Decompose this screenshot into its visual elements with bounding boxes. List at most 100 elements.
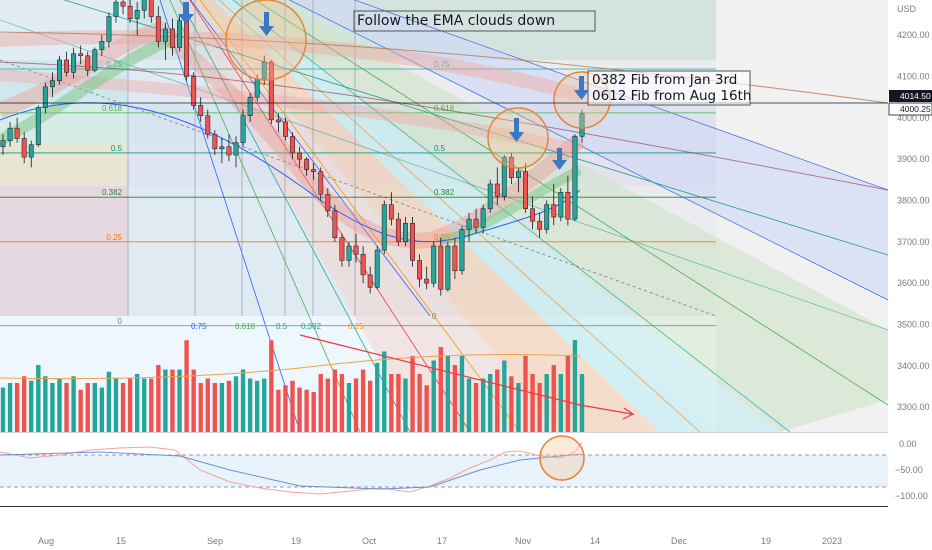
candle-body[interactable] (544, 204, 550, 230)
candle-body[interactable] (346, 245, 352, 261)
candle-body[interactable] (85, 55, 91, 71)
candle-body[interactable] (198, 105, 204, 117)
candle-body[interactable] (219, 146, 225, 150)
candle-body[interactable] (353, 245, 359, 255)
time-axis[interactable]: Aug 15 Sep 19 Oct 17 Nov 14 Dec 19 2023 (38, 536, 842, 546)
candle-body[interactable] (92, 49, 98, 71)
annotation-box-title[interactable] (353, 10, 596, 32)
svg-text:0.00: 0.00 (899, 439, 917, 449)
candle-body[interactable] (283, 121, 288, 137)
candle-body[interactable] (332, 210, 338, 238)
candle-body[interactable] (466, 218, 472, 230)
candlesticks[interactable] (0, 0, 585, 296)
candle-body[interactable] (381, 204, 387, 251)
candle-body[interactable] (530, 208, 536, 222)
candle-body[interactable] (318, 171, 324, 195)
candle-body[interactable] (106, 16, 112, 42)
candle-body[interactable] (226, 146, 232, 156)
candle-body[interactable] (162, 28, 168, 42)
volume-bar (544, 374, 549, 432)
annotation-box-fib[interactable] (587, 70, 751, 106)
candle-body[interactable] (459, 229, 465, 272)
candle-body[interactable] (275, 119, 281, 123)
candle-body[interactable] (367, 274, 373, 288)
candle-body[interactable] (261, 61, 267, 79)
candle-body[interactable] (120, 1, 126, 7)
candle-body[interactable] (7, 127, 13, 141)
candle-body[interactable] (170, 28, 175, 48)
candle-body[interactable] (35, 107, 41, 145)
candle-body[interactable] (177, 20, 182, 48)
candle-body[interactable] (311, 169, 317, 172)
candle-body[interactable] (71, 53, 77, 73)
fib-level-label: 0 (118, 317, 123, 326)
candle-body[interactable] (99, 41, 105, 50)
volume-bar (262, 378, 267, 432)
candle-body[interactable] (537, 220, 543, 230)
candle-body[interactable] (134, 10, 140, 19)
candle-body[interactable] (523, 171, 528, 210)
price-tick: 3500.00 (897, 320, 930, 330)
rsi-pane[interactable] (0, 435, 888, 495)
candle-body[interactable] (212, 134, 218, 150)
candle-body[interactable] (28, 144, 34, 158)
candle-body[interactable] (14, 127, 20, 139)
candle-body[interactable] (268, 61, 274, 121)
candle-body[interactable] (565, 191, 571, 220)
candle-body[interactable] (205, 115, 211, 135)
candle-body[interactable] (480, 208, 486, 228)
candle-body[interactable] (247, 96, 253, 117)
candle-body[interactable] (141, 0, 147, 11)
candle-body[interactable] (579, 113, 585, 137)
candle-body[interactable] (551, 204, 557, 218)
candle-body[interactable] (64, 59, 69, 73)
price-tick: 4200.00 (897, 30, 930, 40)
candle-body[interactable] (155, 16, 161, 42)
candle-body[interactable] (42, 86, 48, 108)
candle-body[interactable] (360, 253, 366, 276)
candle-body[interactable] (452, 245, 458, 272)
candle-body[interactable] (21, 138, 27, 158)
candle-body[interactable] (184, 20, 190, 77)
volume-ma-line (0, 354, 581, 380)
volume-bar (149, 378, 154, 432)
candle-body[interactable] (403, 222, 408, 243)
candle-body[interactable] (240, 115, 246, 143)
candle-body[interactable] (572, 136, 578, 220)
price-axis[interactable]: 4200.00 4100.00 4000.00 3900.00 3800.00 3700.… (897, 30, 930, 412)
candle-body[interactable] (410, 222, 415, 261)
fan-labels: 0.75 0.618 0.5 0.382 0.25 0 (191, 312, 437, 331)
candle-body[interactable] (49, 80, 55, 88)
candle-body[interactable] (431, 245, 437, 284)
candle-body[interactable] (0, 140, 6, 148)
candle-body[interactable] (290, 136, 295, 154)
candle-body[interactable] (233, 142, 239, 156)
candle-body[interactable] (113, 1, 119, 17)
candle-body[interactable] (191, 76, 197, 106)
candle-body[interactable] (339, 237, 345, 261)
candle-body[interactable] (445, 245, 451, 290)
candle-body[interactable] (516, 171, 521, 179)
candle-body[interactable] (388, 204, 394, 220)
candle-body[interactable] (438, 245, 444, 290)
candle-body[interactable] (325, 194, 331, 212)
candle-body[interactable] (148, 0, 154, 17)
candle-body[interactable] (254, 78, 260, 98)
volume-bar (198, 383, 203, 432)
candle-body[interactable] (558, 191, 564, 218)
candle-body[interactable] (473, 218, 479, 228)
candle-body[interactable] (374, 249, 380, 288)
candle-body[interactable] (297, 152, 302, 160)
candle-body[interactable] (57, 59, 62, 81)
candle-body[interactable] (417, 260, 423, 280)
candle-body[interactable] (395, 218, 401, 243)
candle-body[interactable] (304, 158, 310, 170)
candle-body[interactable] (424, 278, 430, 284)
candle-body[interactable] (494, 183, 500, 197)
candle-body[interactable] (487, 183, 493, 210)
fib-level-label: 0.618 (102, 104, 123, 113)
candle-body[interactable] (127, 5, 133, 19)
candle-body[interactable] (78, 53, 84, 57)
candle-body[interactable] (501, 156, 507, 197)
